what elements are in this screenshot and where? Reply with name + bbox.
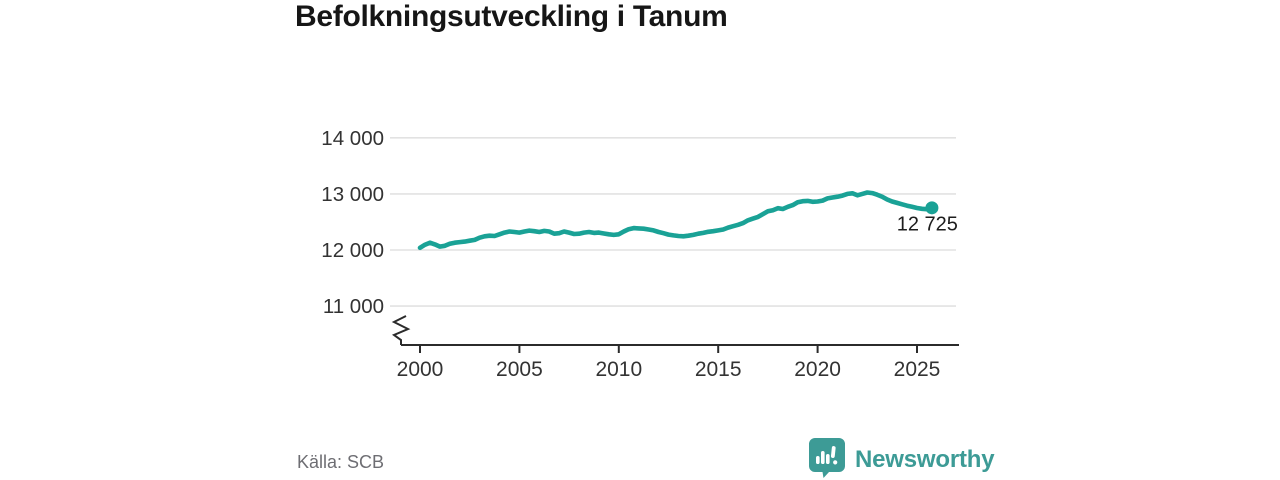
x-tick-label: 2000: [397, 358, 444, 381]
newsworthy-wordmark: Newsworthy: [855, 446, 995, 473]
source-note: Källa: SCB: [297, 452, 385, 472]
newsworthy-logo: Newsworthy: [808, 437, 995, 480]
y-tick-label: 13 000: [321, 183, 384, 206]
last-value-annotation: 12 725: [897, 213, 958, 235]
last-point-marker: [925, 201, 939, 215]
y-tick-label: 11 000: [323, 295, 384, 318]
chart-title: Befolkningsutveckling i Tanum: [295, 0, 728, 33]
x-tick-label: 2010: [595, 358, 642, 381]
y-tick-label: 14 000: [321, 127, 384, 150]
x-tick-label: 2005: [496, 358, 543, 381]
y-axis-break-icon: [391, 315, 411, 345]
x-tick-label: 2015: [695, 358, 742, 381]
x-tick-label: 2025: [894, 358, 941, 381]
x-tick-label: 2020: [794, 358, 841, 381]
population-series-line: [417, 190, 935, 251]
y-tick-label: 12 000: [321, 239, 384, 262]
newsworthy-bar-chart-icon: [808, 437, 846, 480]
